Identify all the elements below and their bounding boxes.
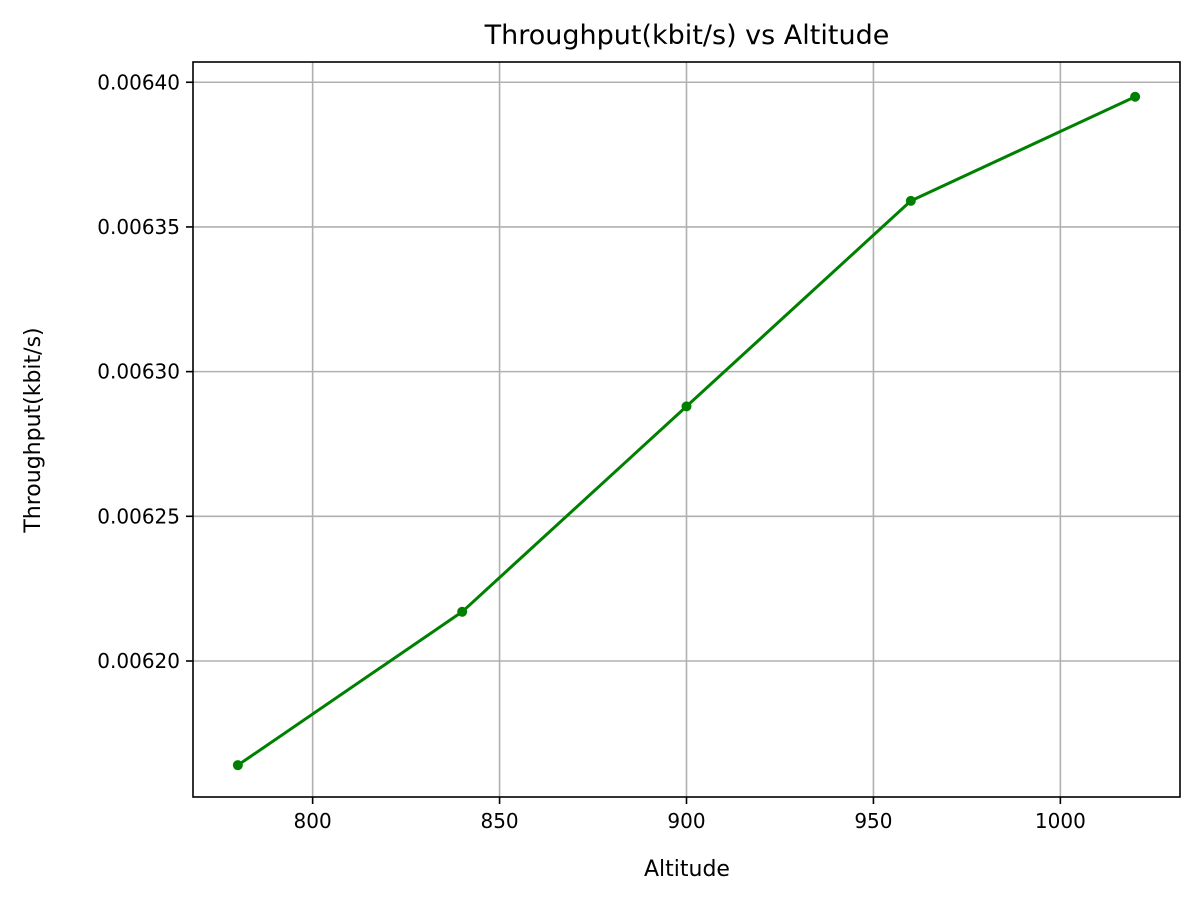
grid-layer (193, 62, 1180, 797)
x-tick-label: 950 (854, 809, 892, 833)
y-tick-label: 0.00620 (97, 649, 180, 673)
x-tick-label: 800 (294, 809, 332, 833)
data-point (1130, 91, 1141, 102)
chart-title: Throughput(kbit/s) vs Altitude (484, 20, 890, 51)
data-point (232, 760, 243, 771)
y-tick-label: 0.00630 (97, 360, 180, 384)
series-layer (232, 91, 1141, 771)
x-tick-label: 850 (480, 809, 518, 833)
y-tick-label: 0.00635 (97, 215, 180, 239)
x-axis-label: Altitude (644, 857, 730, 882)
y-tick-label: 0.00625 (97, 504, 180, 528)
data-point (457, 606, 468, 617)
y-axis-label: Throughput(kbit/s) (21, 327, 46, 533)
x-tick-label: 900 (667, 809, 705, 833)
y-tick-label: 0.00640 (97, 70, 180, 94)
x-tick-label: 1000 (1035, 809, 1086, 833)
data-point (681, 401, 692, 412)
data-point (905, 195, 916, 206)
tick-layer: 800 850 900 950 1000 0.00620 0.00625 0.00630 0.0… (97, 70, 1086, 833)
